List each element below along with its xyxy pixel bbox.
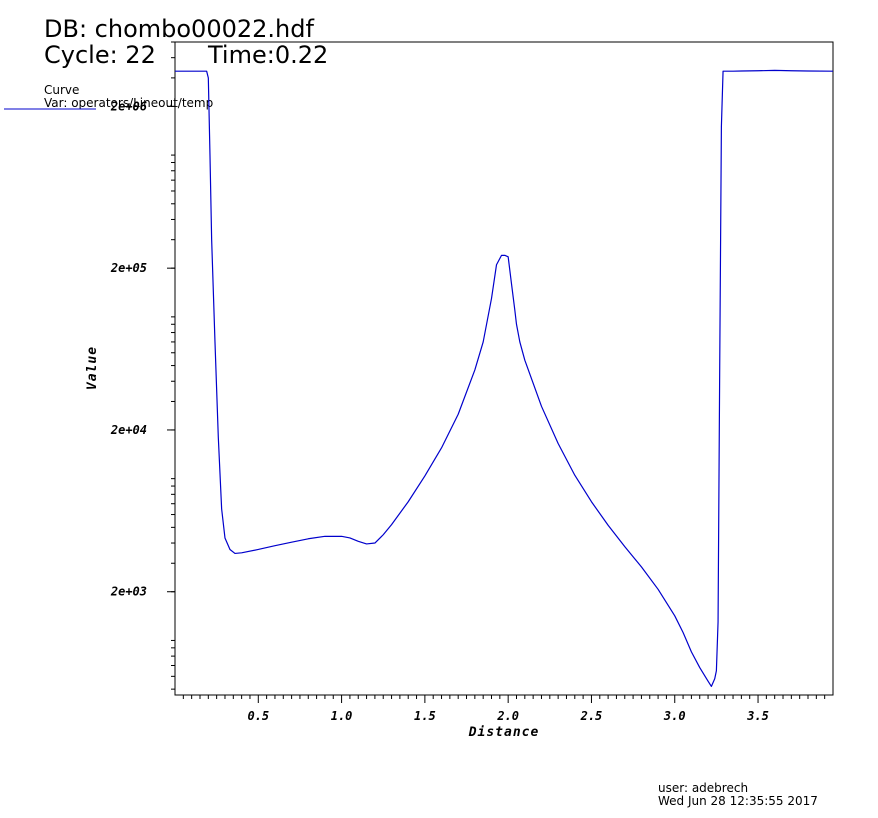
y-minor-ticks — [171, 41, 175, 690]
x-tick-label: 1.5 — [414, 709, 436, 723]
legend-title: Curve — [44, 83, 80, 97]
y-tick-label: 2e+06 — [110, 99, 147, 113]
x-axis-title: Distance — [468, 725, 540, 740]
x-tick-label: 2.0 — [496, 709, 519, 723]
database-title: DB: chombo00022.hdf — [44, 15, 314, 43]
time-label: Time:0.22 — [208, 41, 329, 69]
x-tick-label: 2.5 — [580, 709, 603, 723]
y-tick-labels: 2e+03 2e+04 2e+05 2e+06 — [110, 99, 147, 598]
y-major-ticks — [167, 105, 175, 593]
x-tick-label: 3.0 — [663, 709, 686, 723]
plot-frame — [174, 41, 834, 696]
y-axis-title: Value — [85, 346, 100, 390]
x-major-ticks — [257, 695, 759, 703]
y-tick-label: 2e+05 — [110, 261, 147, 275]
x-minor-ticks — [182, 695, 826, 699]
y-tick-label: 2e+03 — [110, 585, 147, 599]
x-tick-label: 1.0 — [331, 709, 353, 723]
user-label: user: adebrech — [658, 781, 749, 795]
series-layer — [175, 69, 834, 687]
x-tick-labels: 0.5 1.0 1.5 2.0 2.5 3.0 3.5 — [247, 709, 768, 723]
temp-curve — [175, 69, 834, 687]
x-tick-label: 0.5 — [247, 709, 269, 723]
timestamp-label: Wed Jun 28 12:35:55 2017 — [658, 794, 818, 808]
y-tick-label: 2e+04 — [110, 423, 147, 437]
cycle-label: Cycle: 22 — [44, 41, 156, 69]
x-tick-label: 3.5 — [746, 709, 769, 723]
